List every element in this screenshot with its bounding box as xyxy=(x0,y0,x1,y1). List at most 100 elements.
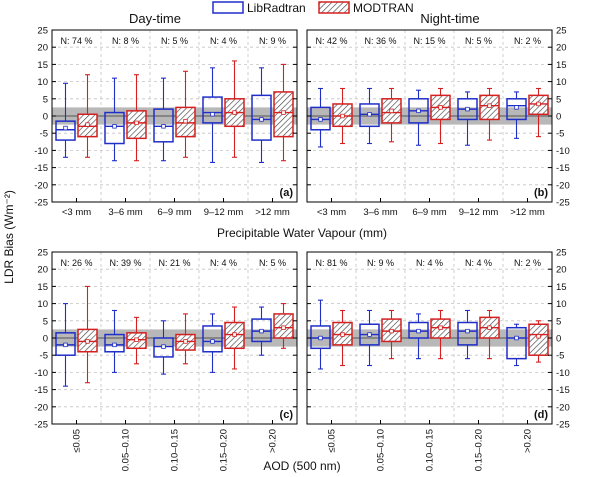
sample-percent-label: N: 36 % xyxy=(364,36,396,46)
legend-libradtran-swatch xyxy=(212,1,244,14)
box-iqr xyxy=(310,325,331,350)
box-libradtran-4 xyxy=(457,91,478,146)
box-iqr xyxy=(202,96,223,124)
box-libradtran-5 xyxy=(506,323,527,367)
y-tick-label: -20 xyxy=(34,402,48,413)
mean-marker xyxy=(465,106,470,112)
mean-marker xyxy=(183,339,188,344)
mean-marker xyxy=(63,342,68,348)
mean-marker xyxy=(281,325,286,330)
title-day-time: Day-time xyxy=(129,11,181,26)
y-tick-label: -10 xyxy=(34,368,48,379)
box-modtran-5 xyxy=(273,303,294,349)
box-modtran-1 xyxy=(77,285,98,384)
box-iqr xyxy=(153,337,174,358)
box-modtran-5 xyxy=(273,63,294,162)
sample-percent-label: N: 15 % xyxy=(413,36,445,46)
x-tick-label: ≤0.05 xyxy=(327,429,338,453)
mean-marker xyxy=(210,112,215,117)
box-libradtran-3 xyxy=(408,89,429,146)
x-tick-label: <3 mm xyxy=(317,207,346,218)
panel-c: -25 -20 -15 -10 -5 0 5 10 15 20 25 ≤0.05 0.05–0.10 0.… xyxy=(34,248,298,471)
y-tick-label: 15 xyxy=(37,60,48,71)
sample-percent-label: N: 8 % xyxy=(112,36,139,46)
y-tick-label: 15 xyxy=(556,60,567,71)
sample-percent-label: N: 4 % xyxy=(210,36,237,46)
sample-percent-label: N: 26 % xyxy=(60,258,92,268)
x-tick-label: >0.20 xyxy=(523,429,534,453)
x-tick-label: 3–6 mm xyxy=(363,207,397,218)
mean-marker xyxy=(340,332,345,337)
sample-percent-label: N: 39 % xyxy=(109,258,141,268)
box-iqr xyxy=(310,106,331,131)
y-tick-label: 0 xyxy=(556,112,561,123)
box-iqr xyxy=(104,333,125,353)
mean-marker xyxy=(340,113,345,119)
mean-marker xyxy=(161,344,166,349)
sample-percent-label: N: 9 % xyxy=(367,258,394,268)
y-tick-label: -5 xyxy=(40,351,48,362)
mean-marker xyxy=(85,339,90,344)
x-tick-label: 0.10–0.15 xyxy=(425,429,436,471)
panel-a: -25 -20 -15 -10 -5 0 5 10 15 20 25 <3 mm 3–6 mm 6–9 m… xyxy=(34,26,298,218)
box-iqr xyxy=(55,120,76,141)
box-iqr xyxy=(104,111,125,145)
box-libradtran-2 xyxy=(359,87,380,145)
sample-percent-label: N: 4 % xyxy=(210,258,237,268)
mean-marker xyxy=(438,105,443,110)
box-libradtran-3 xyxy=(153,320,174,375)
sample-percent-label: N: 2 % xyxy=(514,258,541,268)
x-tick-label: 0.15–0.20 xyxy=(219,429,230,471)
box-modtran-2 xyxy=(126,316,147,365)
y-tick-label: -25 xyxy=(556,198,570,209)
box-libradtran-5 xyxy=(251,306,272,356)
box-modtran-2 xyxy=(381,309,402,360)
sample-percent-label: N: 21 % xyxy=(158,258,190,268)
box-modtran-3 xyxy=(430,87,451,145)
y-tick-label: -5 xyxy=(556,129,564,140)
box-modtran-5 xyxy=(528,87,549,138)
sample-percent-label: N: 9 % xyxy=(259,36,286,46)
mean-marker xyxy=(389,328,394,334)
x-tick-label: 0.10–0.15 xyxy=(170,429,181,471)
mean-marker xyxy=(232,110,237,115)
y-tick-label: 15 xyxy=(37,282,48,293)
box-libradtran-1 xyxy=(310,299,331,370)
x-axis-label-pwv: Precipitable Water Vapour (mm) xyxy=(217,226,387,240)
mean-marker xyxy=(465,328,470,334)
mean-marker xyxy=(514,105,519,110)
y-tick-label: 5 xyxy=(556,94,561,105)
box-modtran-4 xyxy=(479,309,500,360)
legend-modtran-label: MODTRAN xyxy=(353,1,414,15)
box-iqr xyxy=(251,318,272,343)
x-tick-label: 6–9 mm xyxy=(412,207,446,218)
y-tick-label: 20 xyxy=(556,43,567,54)
panel-label: (a) xyxy=(280,187,294,199)
x-tick-label: 0.15–0.20 xyxy=(474,429,485,471)
y-tick-label: 5 xyxy=(556,316,561,327)
panel-d: -25 -20 -15 -10 -5 0 5 10 15 20 25 ≤0.05 0.05–0.10 0.… xyxy=(306,248,570,471)
y-tick-label: 25 xyxy=(556,26,567,37)
y-tick-label: 5 xyxy=(43,316,48,327)
box-modtran-5 xyxy=(528,320,549,363)
x-tick-label: ≤0.05 xyxy=(72,429,83,453)
y-tick-label: -5 xyxy=(40,129,48,140)
box-iqr xyxy=(55,332,76,356)
box-iqr xyxy=(202,325,223,353)
y-tick-label: -10 xyxy=(556,146,570,157)
sample-percent-label: N: 42 % xyxy=(315,36,347,46)
mean-marker xyxy=(514,335,519,341)
y-tick-label: 0 xyxy=(43,112,48,123)
box-iqr xyxy=(506,98,527,121)
x-tick-label: 9–12 mm xyxy=(204,207,244,218)
box-iqr xyxy=(153,108,174,143)
y-tick-label: -5 xyxy=(556,351,564,362)
x-tick-label: >0.20 xyxy=(268,429,279,453)
legend-libradtran-label: LibRadtran xyxy=(247,1,306,15)
y-tick-label: 10 xyxy=(37,299,48,310)
mean-marker xyxy=(183,118,188,124)
mean-marker xyxy=(112,342,117,348)
mean-marker xyxy=(416,108,421,114)
box-libradtran-2 xyxy=(104,309,125,373)
legend-modtran-swatch xyxy=(318,1,350,14)
